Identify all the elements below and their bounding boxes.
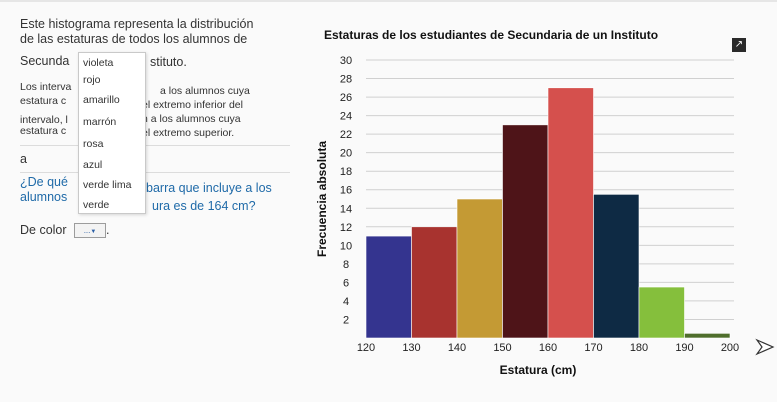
y-axis-label: Frecuencia absoluta	[315, 141, 329, 257]
interval-text-2b: el extremo inferior del	[142, 99, 243, 111]
x-tick-label: 190	[675, 342, 693, 354]
x-axis-label: Estatura (cm)	[500, 363, 577, 377]
interval-text-1b: a los alumnos cuya	[160, 85, 250, 97]
histogram-bar	[365, 235, 412, 339]
y-tick-label: 16	[340, 185, 352, 197]
interval-text-4b: el extremo superior.	[142, 127, 235, 139]
option-verde[interactable]: verde	[83, 199, 110, 211]
histogram-bar	[547, 87, 594, 339]
y-tick-label: 8	[343, 259, 349, 271]
y-tick-label: 20	[340, 148, 352, 160]
option-marron[interactable]: marrón	[83, 116, 117, 128]
question-line-1b: barra que incluye a los	[146, 181, 272, 195]
x-tick-label: 130	[402, 342, 420, 354]
y-tick-label: 10	[340, 240, 352, 252]
option-rosa[interactable]: rosa	[83, 138, 104, 150]
x-tick-label: 170	[584, 342, 602, 354]
answer-prefix: De color	[20, 223, 67, 237]
paragraph-3-text: a	[20, 152, 27, 166]
y-tick-label: 18	[340, 166, 352, 178]
y-tick-label: 12	[340, 222, 352, 234]
x-tick-label: 200	[721, 342, 739, 354]
divider	[20, 145, 290, 146]
x-tick-label: 120	[357, 342, 375, 354]
histogram-bar	[502, 124, 549, 339]
color-options-dropdown[interactable]: violeta rojo amarillo marrón rosa azul v…	[78, 52, 146, 214]
select-value: ...	[83, 226, 91, 235]
intro-line-1: Este histograma representa la distribuci…	[20, 17, 254, 31]
option-violeta[interactable]: violeta	[83, 57, 114, 69]
histogram-bar	[638, 286, 685, 339]
histogram-bar	[684, 333, 731, 339]
divider	[20, 172, 290, 173]
intro-line-3-end: stituto.	[150, 55, 187, 69]
y-tick-label: 30	[340, 55, 352, 67]
question-panel: Este histograma representa la distribuci…	[0, 0, 320, 402]
answer-suffix: .	[106, 223, 110, 237]
interval-text-1a: Los interva	[20, 81, 72, 93]
chevron-down-icon: ▼	[90, 229, 97, 235]
x-tick-label: 160	[539, 342, 557, 354]
interval-text-2a: estatura c	[20, 95, 67, 107]
chart-title: Estaturas de los estudiantes de Secundar…	[324, 28, 658, 42]
interval-text-4a: estatura c	[20, 125, 67, 137]
question-line-2b: ura es de 164 cm?	[152, 199, 256, 213]
y-tick-label: 14	[340, 203, 352, 215]
y-tick-label: 6	[343, 277, 349, 289]
histogram-bar	[593, 194, 640, 339]
intro-line-3-start: Secunda	[20, 54, 70, 68]
y-tick-label: 24	[340, 111, 352, 123]
color-select[interactable]: ...▼	[74, 223, 106, 238]
option-verde-lima[interactable]: verde lima	[83, 179, 132, 191]
y-tick-label: 4	[343, 296, 349, 308]
y-tick-label: 22	[340, 129, 352, 141]
y-tick-label: 26	[340, 92, 352, 104]
interval-text-3a: intervalo, l	[20, 114, 68, 126]
option-amarillo[interactable]: amarillo	[83, 94, 120, 106]
question-line-1a: ¿De qué	[20, 175, 68, 189]
option-rojo[interactable]: rojo	[83, 74, 101, 86]
expand-icon[interactable]: ↗	[732, 38, 746, 52]
interval-text-3b: n a los alumnos cuya	[142, 113, 241, 125]
question-line-2a: alumnos	[20, 190, 68, 204]
y-tick-label: 2	[343, 314, 349, 326]
y-tick-label: 28	[340, 74, 352, 86]
x-tick-label: 180	[630, 342, 648, 354]
intro-line-2: de las estaturas de todos los alumnos de	[20, 32, 248, 46]
histogram-bar	[411, 226, 458, 339]
option-azul[interactable]: azul	[83, 159, 103, 171]
next-arrow-icon[interactable]	[755, 336, 777, 358]
top-border	[0, 0, 777, 2]
histogram-bar	[456, 198, 503, 339]
x-tick-label: 150	[493, 342, 511, 354]
x-tick-label: 140	[448, 342, 466, 354]
